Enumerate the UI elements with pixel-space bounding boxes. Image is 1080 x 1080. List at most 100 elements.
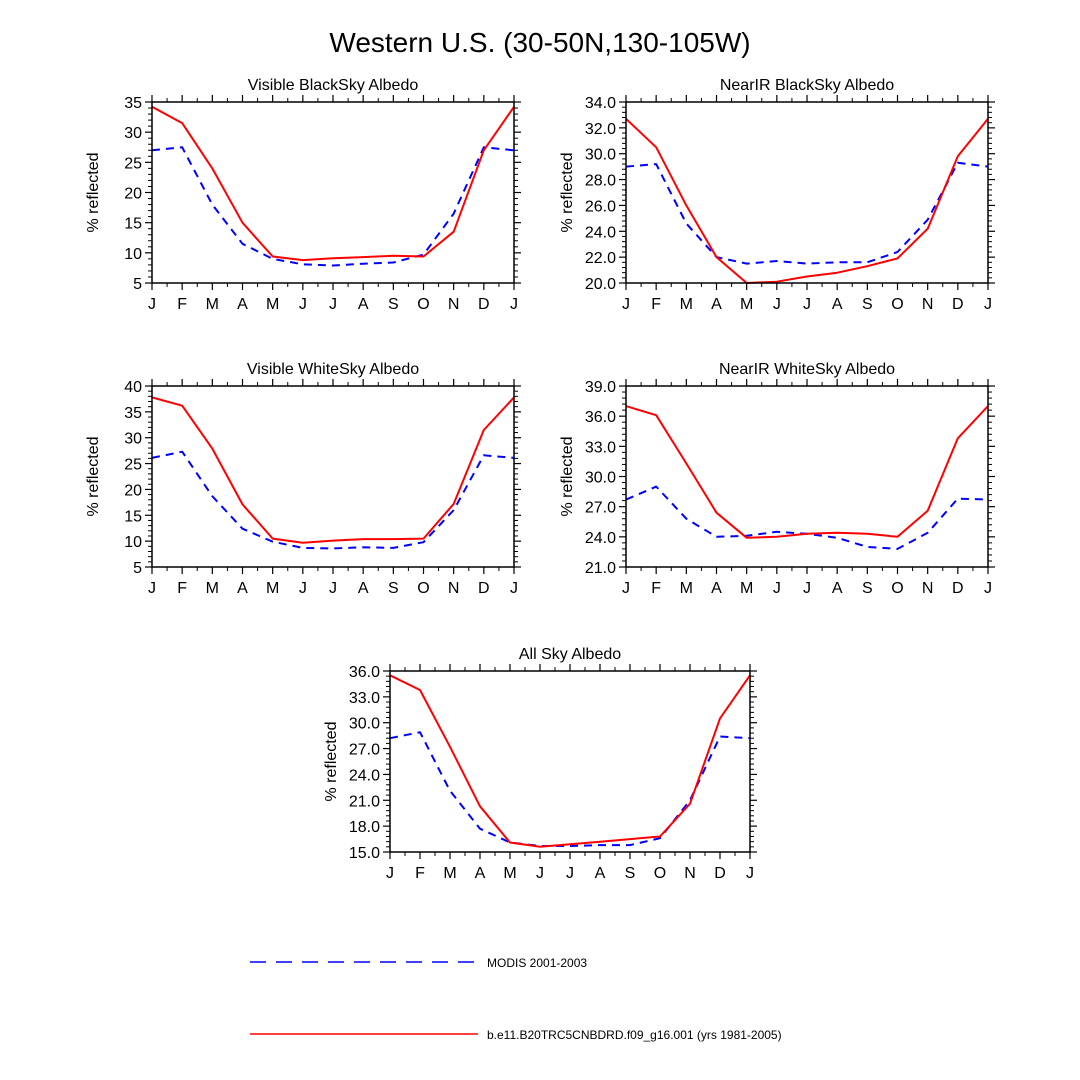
x-tick-label: A <box>832 296 843 313</box>
x-tick-label: J <box>773 296 781 313</box>
legend-label-model: b.e11.B20TRC5CNBDRD.f09_g16.001 (yrs 198… <box>487 1028 782 1042</box>
x-tick-label: J <box>622 580 630 597</box>
y-tick-label: 15 <box>124 216 142 233</box>
x-tick-label: D <box>478 580 490 597</box>
y-tick-label: 24.0 <box>585 530 616 547</box>
x-tick-label: O <box>891 580 903 597</box>
chart-title: Visible BlackSky Albedo <box>248 77 419 94</box>
x-tick-label: N <box>684 865 696 882</box>
x-tick-label: J <box>984 296 992 313</box>
x-tick-label: J <box>299 296 307 313</box>
x-tick-label: M <box>503 865 516 882</box>
x-tick-label: J <box>510 580 518 597</box>
x-tick-label: A <box>358 580 369 597</box>
x-tick-label: J <box>329 296 337 313</box>
x-tick-label: F <box>415 865 425 882</box>
x-tick-label: D <box>478 296 490 313</box>
x-tick-label: N <box>922 580 934 597</box>
plot-frame <box>389 670 751 853</box>
y-tick-label: 21.0 <box>349 793 380 810</box>
y-tick-label: 36.0 <box>585 409 616 426</box>
x-tick-label: J <box>148 580 156 597</box>
y-axis-label: % reflected <box>323 721 340 801</box>
x-tick-label: J <box>510 296 518 313</box>
x-tick-label: J <box>566 865 574 882</box>
y-tick-label: 33.0 <box>349 690 380 707</box>
y-tick-label: 40 <box>124 379 142 396</box>
y-tick-label: 32.0 <box>585 121 616 138</box>
x-tick-label: A <box>711 580 722 597</box>
x-tick-label: M <box>206 580 219 597</box>
y-tick-label: 27.0 <box>585 500 616 517</box>
y-axis-label: % reflected <box>85 152 102 232</box>
y-tick-label: 34.0 <box>585 95 616 112</box>
x-tick-label: F <box>651 296 661 313</box>
x-tick-label: J <box>803 296 811 313</box>
y-tick-label: 30 <box>124 431 142 448</box>
y-axis-label: % reflected <box>559 152 576 232</box>
y-tick-label: 24.0 <box>349 767 380 784</box>
plot-frame <box>151 101 515 284</box>
y-tick-label: 5 <box>133 560 142 577</box>
x-tick-label: J <box>984 580 992 597</box>
x-tick-label: A <box>595 865 606 882</box>
x-tick-label: A <box>358 296 369 313</box>
x-tick-label: O <box>654 865 666 882</box>
series-line-model <box>151 105 515 262</box>
series-line-model <box>151 396 515 544</box>
y-tick-label: 10 <box>124 246 142 263</box>
x-tick-label: S <box>862 580 873 597</box>
y-tick-label: 10 <box>124 534 142 551</box>
y-tick-label: 21.0 <box>585 560 616 577</box>
y-tick-label: 20 <box>124 482 142 499</box>
series-line-model <box>389 674 751 848</box>
series-line-modis <box>625 161 989 265</box>
x-tick-label: M <box>680 296 693 313</box>
x-tick-label: J <box>773 580 781 597</box>
y-tick-label: 27.0 <box>349 742 380 759</box>
y-axis-label: % reflected <box>559 436 576 516</box>
y-tick-label: 30.0 <box>349 716 380 733</box>
y-tick-label: 15.0 <box>349 845 380 862</box>
x-tick-label: J <box>329 580 337 597</box>
x-tick-label: M <box>206 296 219 313</box>
x-tick-label: N <box>922 296 934 313</box>
x-tick-label: J <box>299 580 307 597</box>
x-tick-label: S <box>388 580 399 597</box>
y-tick-label: 24.0 <box>585 224 616 241</box>
panel-nearir-blacksky: NearIR BlackSky Albedo % reflected J F M A M J J… <box>559 77 995 313</box>
x-tick-label: M <box>266 580 279 597</box>
x-tick-label: M <box>266 296 279 313</box>
plot-frame <box>625 385 989 568</box>
y-tick-label: 35 <box>124 95 142 112</box>
y-axis-label: % reflected <box>85 436 102 516</box>
y-tick-label: 15 <box>124 508 142 525</box>
y-tick-label: 20.0 <box>585 276 616 293</box>
y-tick-label: 18.0 <box>349 819 380 836</box>
panel-visible-whitesky: Visible WhiteSky Albedo % reflected J F M A M J… <box>85 361 521 597</box>
x-tick-label: J <box>746 865 754 882</box>
x-tick-label: D <box>952 580 964 597</box>
x-tick-label: M <box>740 296 753 313</box>
x-tick-label: M <box>680 580 693 597</box>
x-tick-label: S <box>625 865 636 882</box>
chart-title: NearIR WhiteSky Albedo <box>719 361 895 378</box>
x-tick-label: A <box>237 580 248 597</box>
x-tick-label: J <box>148 296 156 313</box>
y-tick-label: 30 <box>124 125 142 142</box>
x-tick-label: O <box>417 296 429 313</box>
x-tick-label: J <box>536 865 544 882</box>
y-tick-label: 28.0 <box>585 173 616 190</box>
x-tick-label: M <box>443 865 456 882</box>
x-tick-label: A <box>832 580 843 597</box>
series-line-model <box>625 118 989 284</box>
series-line-modis <box>151 146 515 267</box>
y-tick-label: 26.0 <box>585 198 616 215</box>
x-tick-label: A <box>711 296 722 313</box>
x-tick-label: D <box>714 865 726 882</box>
y-tick-label: 30.0 <box>585 147 616 164</box>
y-tick-label: 35 <box>124 405 142 422</box>
series-line-model <box>625 405 989 539</box>
x-tick-label: N <box>448 296 460 313</box>
